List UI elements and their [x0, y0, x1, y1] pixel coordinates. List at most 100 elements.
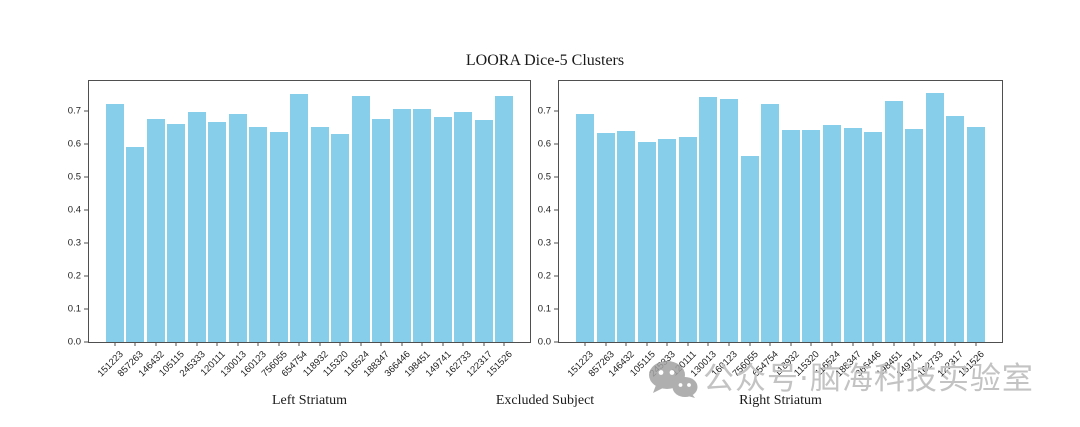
- bar-188347: [372, 119, 391, 342]
- x-tick-mark: [810, 342, 812, 346]
- y-tick-label: 0.4: [67, 204, 81, 216]
- x-tick-mark: [175, 342, 177, 346]
- bar-105115: [167, 123, 186, 342]
- bar-198451: [413, 109, 432, 342]
- y-tick-label: 0.0: [537, 336, 551, 348]
- y-tick-mark: [84, 176, 88, 178]
- bar-756055: [269, 131, 288, 342]
- bar-149741: [905, 128, 924, 342]
- x-tick-mark: [462, 342, 464, 346]
- left-striatum-axes: 0.0 0.1 0.2 0.3 0.4 0.5 0.6 0.7 151223 857263 1464…: [68, 80, 531, 379]
- x-tick-mark: [707, 342, 709, 346]
- y-tick-label: 0.4: [537, 204, 551, 216]
- bar-122317: [946, 115, 965, 342]
- bar-245333: [658, 138, 677, 342]
- y-tick-label: 0.6: [67, 138, 81, 150]
- bar-366446: [864, 131, 883, 342]
- y-tick-mark: [84, 110, 88, 112]
- bar-151526: [967, 126, 985, 342]
- x-tick-mark: [339, 342, 341, 346]
- bar-105115: [637, 142, 656, 342]
- bar-118932: [781, 129, 800, 342]
- y-tick-label: 0.5: [537, 171, 551, 183]
- bar-146432: [146, 119, 165, 342]
- bar-654754: [761, 104, 780, 342]
- bar-116524: [351, 95, 370, 342]
- y-tick-mark: [554, 275, 558, 277]
- bar-857263: [126, 147, 145, 342]
- y-tick-label: 0.5: [67, 171, 81, 183]
- y-tick-mark: [84, 242, 88, 244]
- bar-162733: [454, 111, 473, 342]
- figure-title: LOORA Dice-5 Clusters: [465, 52, 625, 69]
- bar-188347: [843, 128, 862, 342]
- y-tick-label: 0.3: [67, 237, 81, 249]
- bar-130013: [699, 96, 718, 342]
- y-tick-label: 0.2: [67, 270, 81, 282]
- y-tick-mark: [554, 242, 558, 244]
- x-tick-mark: [625, 342, 627, 346]
- bar-160123: [249, 127, 268, 342]
- bar-130013: [228, 114, 247, 342]
- x-tick-mark: [421, 342, 423, 346]
- x-tick-mark: [831, 342, 833, 346]
- bar-115320: [802, 129, 821, 342]
- bar-115320: [331, 133, 350, 342]
- x-tick-mark: [913, 342, 915, 346]
- x-tick-mark: [975, 342, 977, 346]
- x-tick-mark: [503, 342, 505, 346]
- x-tick-mark: [360, 342, 362, 346]
- x-tick-mark: [278, 342, 280, 346]
- x-tick-mark: [257, 342, 259, 346]
- bar-857263: [596, 132, 615, 342]
- x-tick-mark: [114, 342, 116, 346]
- x-tick-mark: [790, 342, 792, 346]
- bar-120111: [678, 137, 697, 342]
- bar-366446: [392, 109, 411, 342]
- y-tick-mark: [554, 341, 558, 343]
- bar-146432: [617, 131, 636, 342]
- x-tick-mark: [134, 342, 136, 346]
- x-tick-mark: [954, 342, 956, 346]
- y-tick-mark: [554, 209, 558, 211]
- left-striatum-label: Left Striatum: [271, 393, 348, 408]
- bar-149741: [433, 117, 452, 342]
- y-tick-label: 0.1: [67, 303, 81, 315]
- bar-120111: [208, 122, 227, 342]
- x-tick-mark: [769, 342, 771, 346]
- x-tick-mark: [483, 342, 485, 346]
- y-tick-mark: [84, 275, 88, 277]
- bar-198451: [884, 101, 903, 342]
- y-tick-mark: [84, 209, 88, 211]
- y-tick-label: 0.3: [537, 237, 551, 249]
- x-tick-mark: [196, 342, 198, 346]
- x-tick-mark: [380, 342, 382, 346]
- x-tick-mark: [852, 342, 854, 346]
- y-tick-label: 0.7: [67, 105, 81, 117]
- y-tick-mark: [84, 308, 88, 310]
- x-tick-mark: [584, 342, 586, 346]
- x-tick-mark: [893, 342, 895, 346]
- y-tick-label: 0.1: [537, 303, 551, 315]
- x-tick-mark: [728, 342, 730, 346]
- y-tick-label: 0.7: [537, 105, 551, 117]
- right-striatum-axes: 0.0 0.1 0.2 0.3 0.4 0.5 0.6 0.7 151223 857263 1464…: [538, 80, 1003, 379]
- x-tick-mark: [749, 342, 751, 346]
- bar-245333: [187, 112, 206, 342]
- bar-151223: [106, 104, 124, 342]
- y-tick-mark: [554, 176, 558, 178]
- x-tick-mark: [666, 342, 668, 346]
- x-tick-mark: [442, 342, 444, 346]
- y-tick-label: 0.6: [537, 138, 551, 150]
- x-tick-mark: [687, 342, 689, 346]
- x-tick-mark: [216, 342, 218, 346]
- x-tick-mark: [605, 342, 607, 346]
- bar-160123: [720, 98, 739, 342]
- x-tick-mark: [155, 342, 157, 346]
- bar-122317: [474, 120, 493, 342]
- y-tick-mark: [554, 308, 558, 310]
- x-tick-mark: [401, 342, 403, 346]
- bar-151223: [576, 114, 594, 342]
- bar-162733: [925, 92, 944, 342]
